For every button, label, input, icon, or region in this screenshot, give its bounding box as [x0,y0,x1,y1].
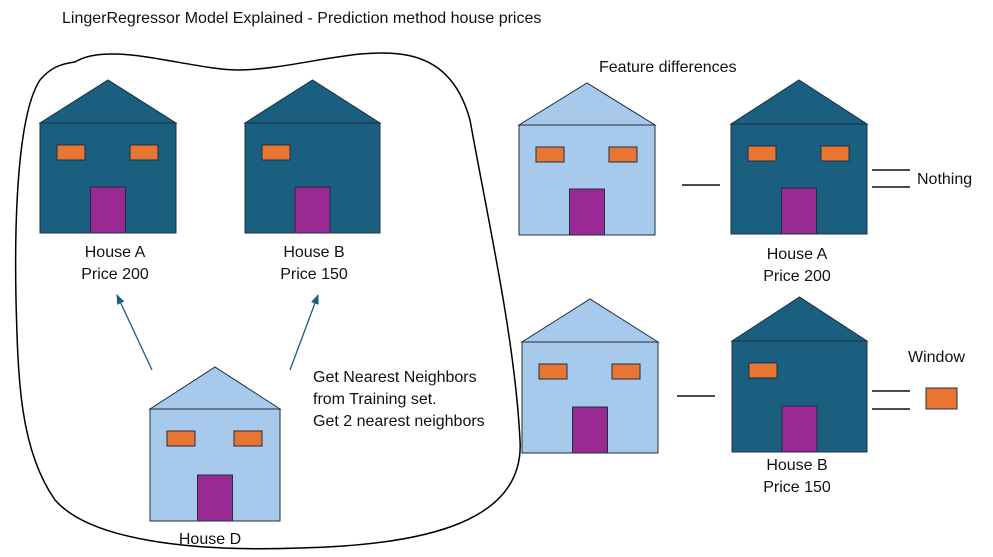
neighbors-group-outline [14,52,521,550]
row-a-house-a-icon [729,79,869,235]
window-icon [538,363,568,380]
window-icon [608,146,638,163]
house-b-price-label: Price 150 [280,266,348,283]
row-b-house-name: House B [766,457,828,474]
row-b-house-b-roof [730,296,869,342]
window-icon [820,145,850,162]
feature-differences-title: Feature differences [599,59,737,76]
house-a-roof [38,79,178,124]
row-b-house-b-icon [730,296,869,453]
door-icon [569,188,605,236]
row-b-house-price: Price 150 [763,479,831,496]
house-b-name-label: House B [283,244,345,261]
row-a-result-label: Nothing [917,171,973,188]
house-a-price-label: Price 200 [81,266,149,283]
window-icon [166,430,196,447]
house-b-icon [243,79,382,234]
house-a-name-label: House A [84,244,146,261]
row-a-query-house-roof [517,82,657,126]
row-a-house-name: House A [766,246,828,263]
window-icon [925,387,958,410]
window-icon [129,144,159,161]
door-icon [90,186,126,234]
row-a-house-a-roof [729,79,869,125]
row-b-query-house-icon [520,298,660,454]
window-icon [611,363,641,380]
row-b-query-house-roof [520,298,660,343]
explanation-line-2: from Training set. [313,391,437,408]
window-icon [747,145,777,162]
door-icon [294,186,331,234]
explanation-line-1: Get Nearest Neighbors [313,369,477,386]
window-icon [233,430,263,447]
door-icon [572,406,608,454]
window-icon [261,144,291,161]
house-d-name-label: House D [178,531,242,548]
door-icon [197,474,233,522]
explanation-line-3: Get 2 nearest neighbors [313,413,485,430]
diagram-title: LingerRegressor Model Explained - Predic… [62,10,542,27]
row-a-query-house-icon [517,82,657,236]
door-icon [781,187,817,235]
window-icon [748,362,778,379]
arrow-to-house-b [289,294,319,371]
house-b-roof [243,79,382,124]
house-a-icon [38,79,178,234]
window-icon [535,146,565,163]
row-b-result-label: Window [908,349,965,366]
house-d-icon [148,366,282,522]
arrow-to-house-a [116,294,153,371]
row-a-house-price: Price 200 [763,268,831,285]
window-icon [56,144,86,161]
house-d-roof [148,366,282,410]
door-icon [781,405,818,453]
